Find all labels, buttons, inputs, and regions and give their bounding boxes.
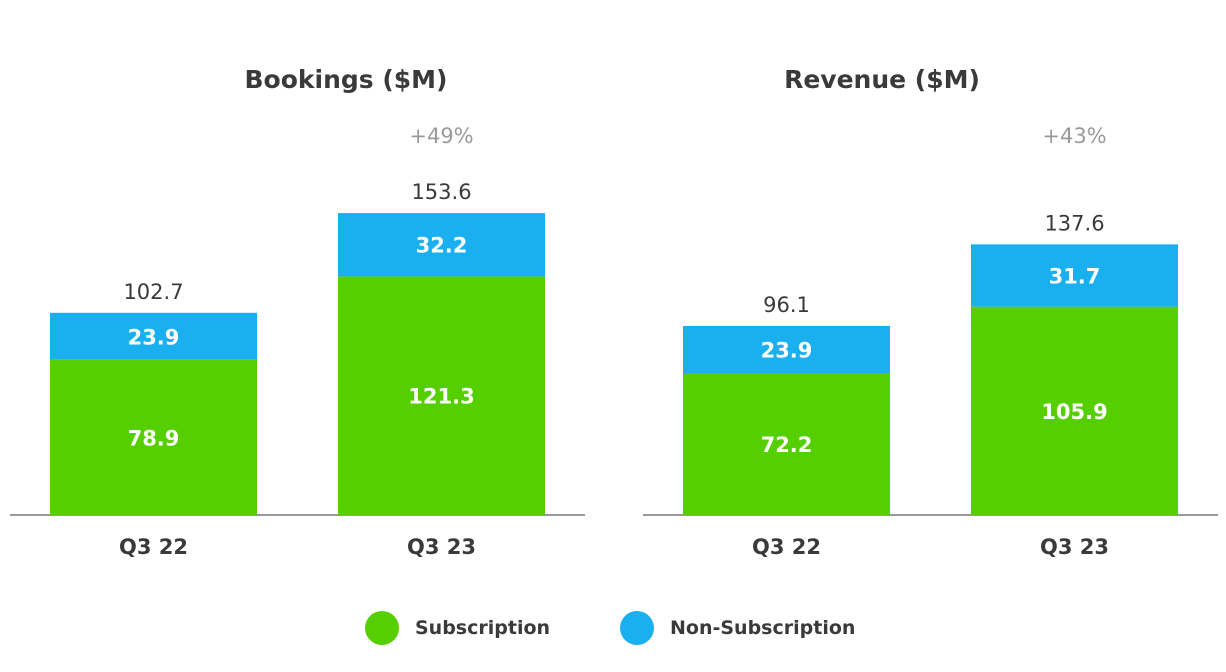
legend-swatch-non-subscription — [620, 611, 654, 645]
bookings-growth-annotation: +49% — [409, 124, 473, 148]
legend-swatch-subscription — [365, 611, 399, 645]
bookings-data-label-non-subscription-q3-23: 32.2 — [416, 234, 468, 258]
revenue-chart-title: Revenue ($M) — [784, 65, 980, 94]
legend-label-non-subscription: Non-Subscription — [670, 617, 856, 639]
revenue-bar-non-subscription-q3-23 — [971, 244, 1178, 307]
revenue-total-label-q3-23: 137.6 — [1044, 211, 1104, 235]
bookings-bar-non-subscription-q3-23 — [338, 213, 545, 277]
bookings-total-label-q3-23: 153.6 — [411, 180, 471, 204]
revenue-data-label-non-subscription-q3-22: 23.9 — [761, 338, 813, 362]
revenue-bar-subscription-q3-22 — [683, 372, 890, 515]
bookings-bar-subscription-q3-23 — [338, 276, 545, 515]
revenue-total-label-q3-22: 96.1 — [763, 293, 810, 317]
bookings-tick-label-q3-23: Q3 23 — [407, 535, 476, 559]
bookings-tick-label-q3-22: Q3 22 — [119, 535, 188, 559]
legend-label-subscription: Subscription — [415, 617, 551, 639]
legend-item-subscription: Subscription — [365, 608, 550, 648]
revenue-tick-label-q3-22: Q3 22 — [752, 535, 821, 559]
revenue-data-label-subscription-q3-23: 105.9 — [1041, 400, 1107, 424]
revenue-data-label-subscription-q3-22: 72.2 — [761, 433, 813, 457]
legend-item-non-subscription: Non-Subscription — [620, 608, 855, 648]
bookings-data-label-non-subscription-q3-22: 23.9 — [128, 325, 180, 349]
revenue-bar-non-subscription-q3-22 — [683, 325, 890, 373]
legend: Subscription Non-Subscription — [0, 608, 1226, 648]
bookings-bar-subscription-q3-22 — [50, 359, 257, 515]
revenue-growth-annotation: +43% — [1042, 124, 1106, 148]
bookings-data-label-subscription-q3-23: 121.3 — [408, 385, 474, 409]
bookings-data-label-subscription-q3-22: 78.9 — [128, 426, 180, 450]
revenue-bar-subscription-q3-23 — [971, 306, 1178, 515]
bookings-bar-non-subscription-q3-22 — [50, 312, 257, 360]
revenue-data-label-non-subscription-q3-23: 31.7 — [1049, 265, 1101, 289]
bookings-total-label-q3-22: 102.7 — [123, 280, 183, 304]
revenue-tick-label-q3-23: Q3 23 — [1040, 535, 1109, 559]
bookings-chart-title: Bookings ($M) — [244, 65, 447, 94]
